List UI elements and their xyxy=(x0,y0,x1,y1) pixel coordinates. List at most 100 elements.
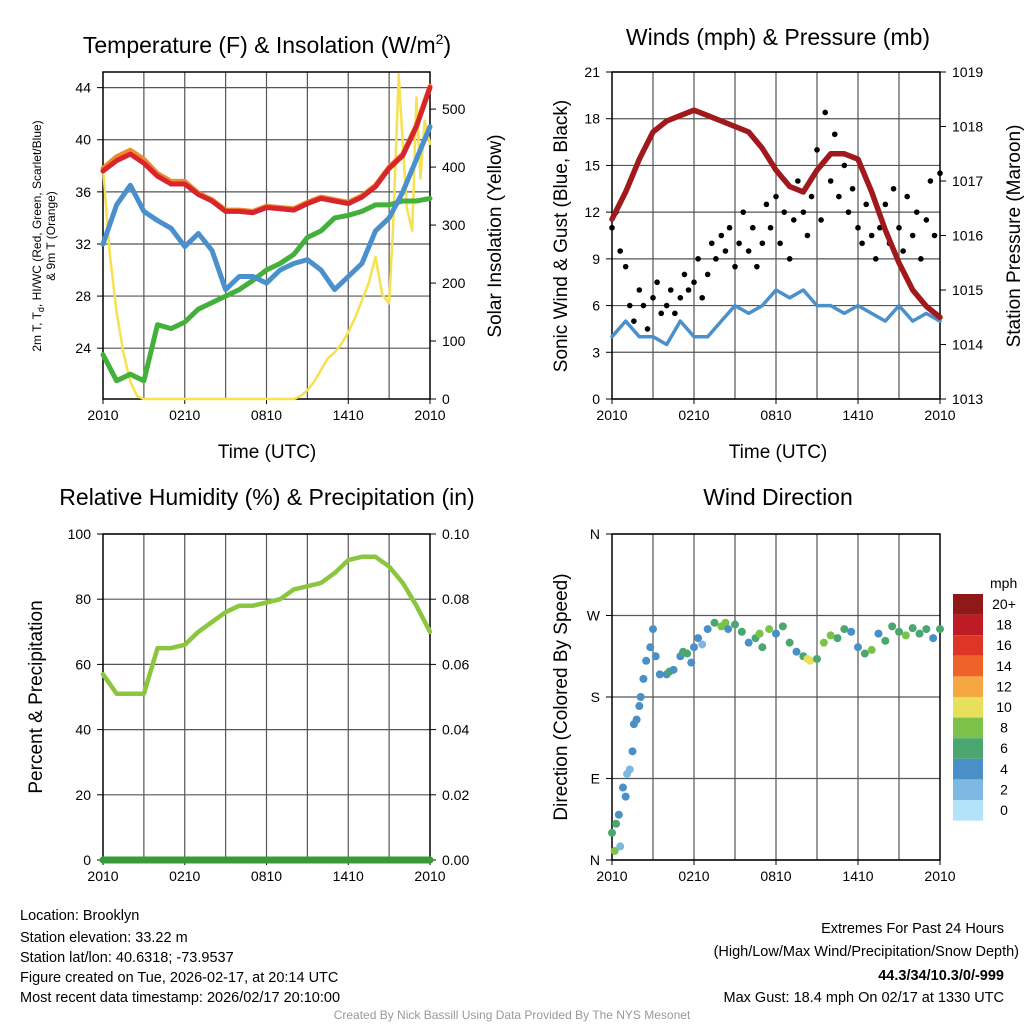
gust-point xyxy=(818,217,824,223)
y-tick-label: 36 xyxy=(75,184,91,200)
legend-label: 16 xyxy=(996,637,1012,653)
y-tick-label: 12 xyxy=(584,204,600,220)
wind-direction-point xyxy=(929,634,938,643)
y2-tick-label: 400 xyxy=(442,159,466,175)
temperature-chart-title: Temperature (F) & Insolation (W/m2) xyxy=(83,31,451,58)
legend-label: 14 xyxy=(996,658,1012,674)
x-tick-label: 0210 xyxy=(169,407,200,423)
x-tick-label: 2010 xyxy=(924,407,955,423)
gust-point xyxy=(773,193,779,200)
wind-direction-point xyxy=(813,654,821,663)
gust-point xyxy=(732,263,738,270)
legend-swatch xyxy=(953,717,983,739)
wind-direction-point xyxy=(755,629,764,638)
wind-direction-point xyxy=(646,643,655,652)
gust-point xyxy=(644,326,651,332)
gridlines xyxy=(612,533,940,861)
gust-point xyxy=(622,263,629,270)
gridlines xyxy=(103,533,430,861)
gust-point xyxy=(882,201,889,208)
x-tick-label: 2010 xyxy=(87,407,118,423)
wind-direction-point xyxy=(669,665,678,674)
gust-point xyxy=(691,279,697,286)
x-tick-label: 0210 xyxy=(169,868,200,884)
temperature-ylabel-line2: & 9m T (Orange) xyxy=(44,191,58,281)
gust-point xyxy=(609,224,615,231)
wind-direction-point xyxy=(806,656,815,665)
wind-direction-point xyxy=(683,649,692,658)
y-tick-label: 60 xyxy=(75,656,91,672)
legend-swatch xyxy=(953,594,983,615)
wind-speed-line xyxy=(610,288,942,347)
wind-direction-point xyxy=(785,638,794,647)
temperature-ylabel: 2m T, Td, HI/WC (Red, Green, Scarlet/Blu… xyxy=(30,120,46,351)
y2-tick-label: 500 xyxy=(442,101,466,117)
y-tick-label: 40 xyxy=(75,722,91,738)
legend-swatch xyxy=(953,738,983,759)
pressure-y2label: Station Pressure (Maroon) xyxy=(1004,125,1024,348)
y2-tick-label: 0.06 xyxy=(442,656,469,672)
wind-direction-point xyxy=(833,634,842,643)
wind-direction-point xyxy=(621,792,630,801)
gust-point xyxy=(808,193,815,200)
wind-direction-point xyxy=(694,634,703,643)
wind-direction-point xyxy=(758,643,767,652)
direction-ylabel: Direction (Colored By Speed) xyxy=(551,573,572,820)
wind-direction-point xyxy=(721,618,730,627)
x-tick-label: 2010 xyxy=(924,868,955,884)
gust-point xyxy=(749,224,756,231)
x-tick-label: 0810 xyxy=(251,868,282,884)
y-tick-label: 20 xyxy=(75,787,91,803)
gust-point xyxy=(631,318,637,324)
x-tick-label: 1410 xyxy=(842,407,873,423)
2m-temperature-line xyxy=(100,85,433,216)
pressure-line xyxy=(609,107,943,321)
wind-direction-point xyxy=(651,652,660,661)
legend-swatch xyxy=(953,800,983,821)
latlon-text: Station lat/lon: 40.6318; -73.9537 xyxy=(20,950,234,966)
wind-direction-point xyxy=(778,622,787,631)
extremes-title: Extremes For Past 24 Hours xyxy=(821,921,1004,937)
gust-point xyxy=(708,240,715,247)
winds-xlabel: Time (UTC) xyxy=(729,442,828,463)
gust-point xyxy=(745,248,752,254)
gust-point xyxy=(672,310,678,317)
wind-direction-point xyxy=(819,638,828,647)
speed-color-legend: mph 20+ 18 16 14 12 10 8 6 4 2 0 xyxy=(953,575,1017,821)
y-tick-label: 44 xyxy=(75,80,91,96)
wind-direction-point xyxy=(908,624,917,633)
gust-point xyxy=(636,287,643,293)
gust-point xyxy=(695,256,701,262)
gust-point xyxy=(904,193,910,200)
plot-frame xyxy=(611,71,941,400)
legend-label: 4 xyxy=(1000,761,1008,777)
gust-point xyxy=(841,162,848,169)
wind-direction-point xyxy=(639,674,648,683)
humidity-ylabel: Percent & Precipitation xyxy=(26,600,47,793)
legend-label: 12 xyxy=(996,678,1012,694)
y-tick-label: 3 xyxy=(592,344,600,360)
wind-direction-point xyxy=(642,656,651,665)
y2-tick-label: 1015 xyxy=(952,282,983,298)
wind-direction-point xyxy=(744,638,753,647)
solar-y2label: Solar Insolation (Yellow) xyxy=(485,134,506,337)
extremes-subtitle: (High/Low/Max Wind/Precipitation/Snow De… xyxy=(714,944,1019,960)
y-tick-label: W xyxy=(587,608,601,624)
gust-point xyxy=(699,294,705,301)
wind-direction-point xyxy=(649,625,657,634)
gust-point xyxy=(767,224,774,231)
gust-point xyxy=(845,209,852,215)
wind-direction-point xyxy=(874,629,883,638)
y-tick-label: 21 xyxy=(584,64,600,80)
wind-direction-point xyxy=(792,647,801,656)
location-text: Location: Brooklyn xyxy=(20,908,139,924)
wind-direction-point xyxy=(888,622,897,631)
wind-direction-point xyxy=(618,783,627,792)
y-tick-label: N xyxy=(590,852,600,868)
y2-tick-label: 0.04 xyxy=(442,722,469,738)
gust-point xyxy=(722,248,729,254)
legend-swatch xyxy=(953,655,983,677)
wind-direction-chart-title: Wind Direction xyxy=(703,484,853,510)
gust-point xyxy=(896,224,902,231)
wind-direction-point xyxy=(724,625,733,634)
